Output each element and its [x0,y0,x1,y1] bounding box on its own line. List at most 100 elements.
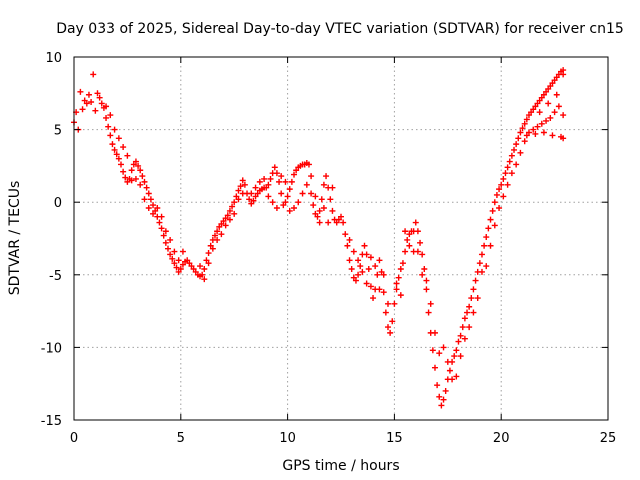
data-point [395,274,402,281]
data-point [397,292,404,299]
data-point [444,358,451,365]
data-point [489,207,496,214]
data-point [534,123,541,130]
data-point [282,199,289,206]
data-point [329,207,336,214]
y-tick-label: 0 [54,196,62,211]
data-point [523,132,530,139]
data-point [419,271,426,278]
data-point [427,300,434,307]
data-point [508,170,515,177]
data-point [461,315,468,322]
data-point [513,141,520,148]
data-point [261,175,268,182]
data-point [209,245,216,252]
data-point [284,193,291,200]
data-point [308,173,315,180]
data-point [246,196,253,203]
data-point [487,242,494,249]
data-point [308,190,315,197]
data-point [107,132,114,139]
data-point [487,216,494,223]
data-point [98,100,105,107]
data-point [286,207,293,214]
data-point [312,193,319,200]
data-point [438,402,445,409]
data-point [291,205,298,212]
data-point [145,190,152,197]
data-point [141,196,148,203]
data-point [231,199,238,206]
data-point [547,114,554,121]
data-point [124,152,131,159]
data-point [521,120,528,127]
data-point [397,265,404,272]
data-point [314,213,321,220]
data-point [560,71,567,78]
data-point [143,184,150,191]
data-point [344,242,351,249]
data-point [237,183,244,190]
data-point [239,190,246,197]
data-point [139,173,146,180]
data-point [179,248,186,255]
data-point [352,277,359,284]
data-point [111,146,118,153]
data-point [235,196,242,203]
data-point [511,146,518,153]
data-point [367,254,374,261]
data-point [111,126,118,133]
data-point [269,199,276,206]
data-point [508,152,515,159]
data-point [504,181,511,188]
data-point [350,248,357,255]
data-point [77,88,84,95]
axes: 0 5 10 15 20 25 10 5 0 -5 -10 -15 [41,51,617,446]
data-point [376,257,383,264]
data-point [175,257,182,264]
data-point [348,265,355,272]
data-point [273,205,280,212]
data-point [496,205,503,212]
data-point [164,245,171,252]
data-point [167,251,174,258]
data-point [545,100,552,107]
data-point [513,161,520,168]
x-tick-label: 15 [386,431,403,446]
data-point [414,248,421,255]
data-point [286,186,293,193]
data-point [329,184,336,191]
data-point [162,239,169,246]
data-point [483,234,490,241]
data-point [468,295,475,302]
data-point [278,173,285,180]
data-point [540,129,547,136]
data-point [107,112,114,119]
data-point [361,242,368,249]
x-tick-label: 0 [70,431,78,446]
data-point [472,277,479,284]
data-point [201,265,208,272]
data-point [231,210,238,217]
data-point [137,181,144,188]
data-point [404,236,411,243]
data-point [318,196,325,203]
data-point [342,231,349,238]
data-point [167,236,174,243]
data-point [171,260,178,267]
data-point [436,350,443,357]
data-point [457,353,464,360]
data-point [320,181,327,188]
data-point [197,263,204,270]
data-point [224,212,231,219]
data-point [156,219,163,226]
data-point [325,219,332,226]
chart-title: Day 033 of 2025, Sidereal Day-to-day VTE… [56,21,624,37]
data-point [387,329,394,336]
data-point [205,250,212,257]
data-point [226,207,233,214]
data-point [493,191,500,198]
data-point [316,219,323,226]
data-point [402,248,409,255]
data-point [384,300,391,307]
